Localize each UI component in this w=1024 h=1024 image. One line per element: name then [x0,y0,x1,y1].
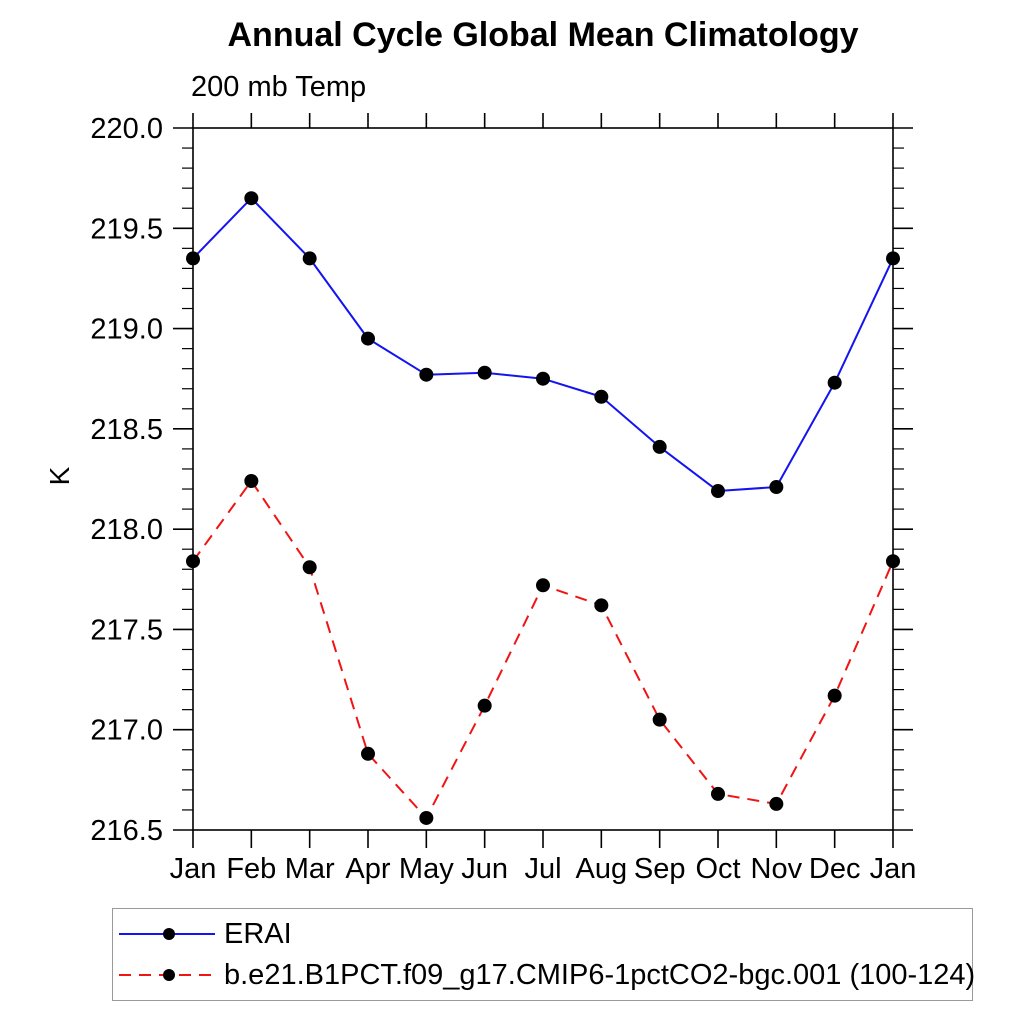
data-point [711,786,725,801]
y-tick-label: 217.5 [90,614,163,646]
data-point [769,480,784,495]
data-point [419,367,434,382]
y-tick-label: 216.5 [90,815,163,847]
data-point [244,191,259,206]
x-tick-label: Jan [870,853,917,885]
x-tick-label: Feb [226,853,276,885]
data-point [594,598,609,613]
data-point [361,746,375,761]
data-point [477,698,492,713]
data-point [769,796,784,811]
y-axis-major-ticks [173,127,913,831]
y-tick-label: 220.0 [90,113,163,145]
y-axis-minor-ticks [182,147,904,811]
x-tick-label: Oct [695,853,740,885]
y-tick-label: 217.0 [90,715,163,747]
x-tick-label: Jun [461,853,508,885]
legend-marker-dot [163,969,175,981]
x-tick-label: May [399,853,454,885]
data-point [827,688,842,703]
series-markers-1 [186,474,900,825]
axes-box [192,127,894,831]
x-tick-label: Jan [170,853,217,885]
data-point [711,484,725,499]
data-point [477,365,492,380]
x-tick-label: Jul [524,853,561,885]
x-tick-label: Mar [285,853,335,885]
x-tick-label: Sep [634,853,686,885]
data-point [827,375,842,390]
legend-item-model: b.e21.B1PCT.f09_g17.CMIP6-1pctCO2-bgc.00… [113,955,976,996]
legend-box: ERAI b.e21.B1PCT.f09_g17.CMIP6-1pctCO2-b… [112,908,976,1001]
data-point [186,554,200,569]
data-point [244,474,259,489]
data-point [886,554,900,569]
data-point [536,371,550,386]
legend-label-erai: ERAI [224,917,292,950]
chart-subtitle: 200 mb Temp [191,71,367,103]
y-tick-label: 218.0 [90,514,163,546]
legend-marker-dot [163,928,175,940]
y-tick-label: 218.5 [90,414,163,446]
x-tick-label: Apr [345,853,390,885]
legend-label-model: b.e21.B1PCT.f09_g17.CMIP6-1pctCO2-bgc.00… [224,958,976,991]
x-tick-label: Dec [809,853,861,885]
data-point [302,251,317,266]
data-point [361,331,375,346]
x-tick-label: Aug [576,853,628,885]
data-point [886,251,900,266]
legend-item-erai: ERAI [113,914,972,955]
chart-title: Annual Cycle Global Mean Climatology [227,16,859,54]
series-line-0 [192,197,894,493]
data-point [652,712,667,727]
legend-line-sample-dashed [119,969,215,981]
y-tick-label: 219.5 [90,213,163,245]
data-point [186,251,200,266]
data-point [419,810,434,825]
series-line-1 [192,480,894,819]
x-axis-tick-labels: Jan Feb Mar Apr May Jun Jul Aug Sep Oct Nov Dec Jan [170,853,917,885]
x-tick-label: Nov [751,853,803,885]
data-point [536,578,550,593]
x-axis-ticks [192,113,894,848]
y-tick-label: 219.0 [90,314,163,346]
legend-line-sample-solid [119,928,215,940]
data-point [302,560,317,575]
series-markers-0 [186,191,900,499]
data-point [594,389,609,404]
y-axis-tick-labels: 216.5 217.0 217.5 218.0 218.5 219.0 219.5 220.0 [90,113,163,847]
data-point [652,439,667,454]
